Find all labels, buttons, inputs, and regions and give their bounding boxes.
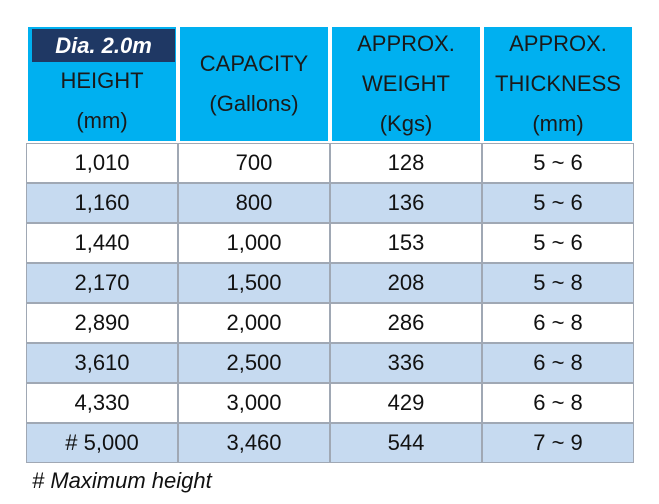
data-cell: 1,160 — [26, 183, 178, 223]
data-cell: # 5,000 — [26, 423, 178, 463]
data-cell: 1,500 — [178, 263, 330, 303]
diameter-badge: Dia. 2.0m — [32, 29, 175, 62]
header-text: THICKNESS — [495, 71, 621, 96]
data-cell: 3,000 — [178, 383, 330, 423]
header-cell: CAPACITY (Gallons) — [178, 25, 330, 143]
data-cell: 2,500 — [178, 343, 330, 383]
data-cell: 128 — [330, 143, 482, 183]
header-text: (mm) — [532, 111, 584, 136]
header-text: (Kgs) — [379, 111, 433, 136]
data-cell: 2,170 — [26, 263, 178, 303]
data-cell: 3,460 — [178, 423, 330, 463]
header-text: (mm) — [76, 108, 128, 133]
data-cell: 7 ~ 9 — [482, 423, 634, 463]
data-cell: 5 ~ 6 — [482, 183, 634, 223]
data-cell: 4,330 — [26, 383, 178, 423]
header-cell: APPROX. THICKNESS (mm) — [482, 25, 634, 143]
data-cell: 1,000 — [178, 223, 330, 263]
data-cell: 3,610 — [26, 343, 178, 383]
data-cell: 153 — [330, 223, 482, 263]
header-text: HEIGHT — [60, 68, 144, 93]
header-text: (Gallons) — [209, 91, 299, 116]
data-cell: 2,890 — [26, 303, 178, 343]
data-cell: 136 — [330, 183, 482, 223]
data-cell: 5 ~ 8 — [482, 263, 634, 303]
header-text: APPROX. — [509, 31, 607, 56]
data-cell: 544 — [330, 423, 482, 463]
data-cell: 1,010 — [26, 143, 178, 183]
data-cell: 6 ~ 8 — [482, 343, 634, 383]
data-cell: 208 — [330, 263, 482, 303]
data-cell: 5 ~ 6 — [482, 143, 634, 183]
data-cell: 286 — [330, 303, 482, 343]
header-text: APPROX. — [357, 31, 455, 56]
data-cell: 429 — [330, 383, 482, 423]
data-cell: 336 — [330, 343, 482, 383]
footnote: # Maximum height — [32, 468, 212, 493]
data-cell: 5 ~ 6 — [482, 223, 634, 263]
data-cell: 6 ~ 8 — [482, 383, 634, 423]
header-text: WEIGHT — [362, 71, 450, 96]
data-cell: 2,000 — [178, 303, 330, 343]
data-cell: 700 — [178, 143, 330, 183]
data-cell: 6 ~ 8 — [482, 303, 634, 343]
data-cell: 1,440 — [26, 223, 178, 263]
data-cell: 800 — [178, 183, 330, 223]
header-text: CAPACITY — [199, 51, 309, 76]
header-cell: APPROX. WEIGHT (Kgs) — [330, 25, 482, 143]
